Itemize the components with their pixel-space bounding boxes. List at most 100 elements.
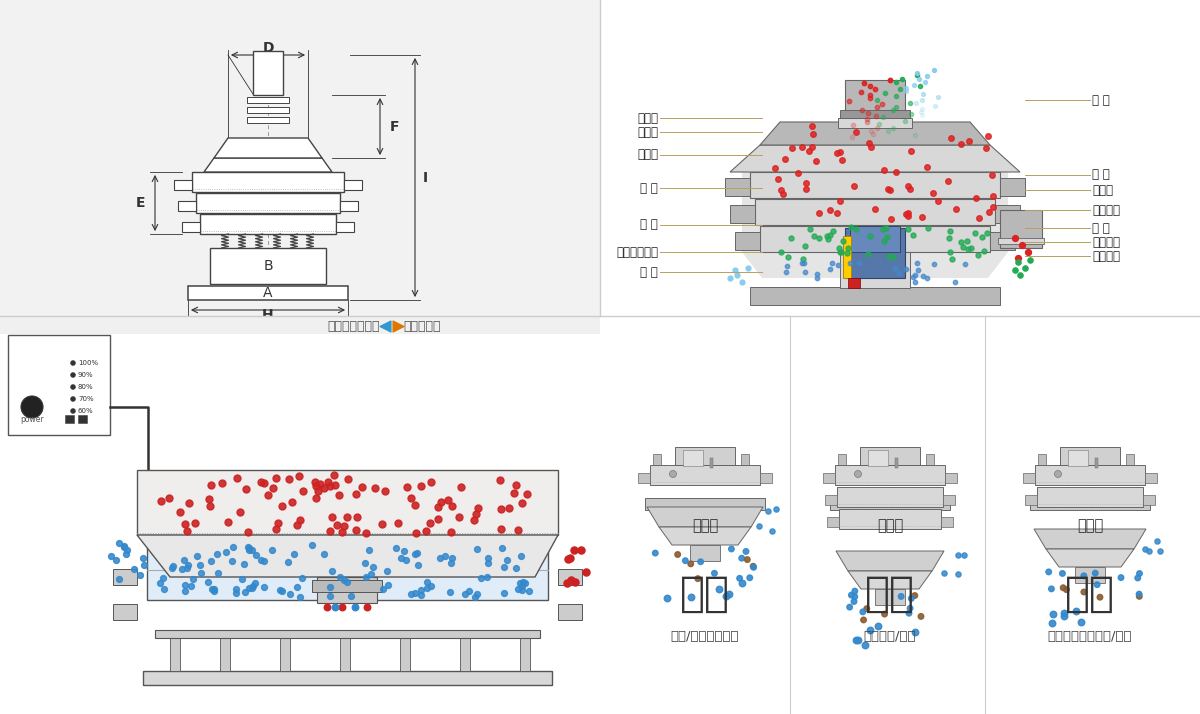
Text: H: H [262, 308, 274, 322]
Bar [750, 172, 1000, 198]
Point [326, 479, 346, 491]
Point [823, 226, 842, 237]
Point [793, 253, 812, 264]
Point [1086, 568, 1105, 579]
Point [918, 222, 937, 233]
Bar [1022, 473, 1034, 483]
Point [234, 558, 253, 570]
Text: 下部重锤: 下部重锤 [1092, 249, 1120, 263]
Point [514, 577, 533, 588]
Point [154, 573, 173, 584]
Point [290, 592, 310, 603]
Point [808, 272, 827, 283]
Bar [558, 569, 582, 585]
Point [737, 545, 756, 557]
Point [778, 261, 797, 272]
Text: 机 座: 机 座 [641, 266, 658, 278]
Bar [113, 569, 137, 585]
Text: 三层式: 三层式 [877, 518, 904, 533]
Point [467, 543, 486, 555]
Bar [995, 205, 1020, 223]
Bar [78, 415, 88, 423]
Bar [1000, 210, 1042, 248]
Point [854, 614, 874, 625]
Point [1019, 246, 1038, 258]
Point [908, 265, 928, 276]
Bar [674, 447, 734, 465]
Point [658, 593, 677, 604]
Point [948, 549, 967, 560]
Bar [1034, 465, 1145, 485]
Point [472, 573, 491, 584]
Point [270, 585, 289, 596]
Point [162, 563, 181, 574]
Bar [1030, 498, 1150, 510]
Polygon shape [647, 507, 763, 527]
Point [440, 585, 460, 597]
Point [376, 321, 395, 332]
Bar [148, 540, 548, 600]
Point [900, 603, 919, 614]
Point [898, 210, 917, 221]
Point [775, 154, 794, 165]
Bar [839, 509, 941, 529]
Point [320, 590, 340, 602]
Point [175, 519, 194, 531]
Polygon shape [848, 571, 932, 589]
Point [1130, 568, 1150, 579]
Point [254, 581, 274, 593]
Point [335, 575, 354, 586]
Point [202, 479, 221, 491]
Text: 90%: 90% [78, 372, 94, 378]
Point [938, 176, 958, 187]
Point [911, 610, 930, 622]
Point [682, 591, 701, 603]
Bar [990, 232, 1015, 250]
Point [860, 625, 880, 636]
Point [911, 106, 930, 118]
Point [797, 183, 816, 195]
Point [984, 191, 1003, 202]
Bar [65, 415, 74, 423]
Point [151, 496, 170, 507]
Point [246, 549, 265, 560]
Point [1054, 582, 1073, 593]
Point [283, 496, 302, 508]
Bar [850, 226, 900, 252]
Point [887, 90, 906, 101]
Point [955, 258, 974, 270]
Point [406, 587, 425, 598]
Point [202, 583, 221, 595]
Point [874, 223, 893, 235]
Point [205, 585, 224, 597]
Point [178, 525, 197, 536]
Text: 除杂: 除杂 [1066, 573, 1115, 615]
Point [512, 580, 532, 592]
Point [306, 492, 325, 503]
Bar [0, 0, 600, 316]
Point [738, 554, 757, 565]
Point [906, 276, 925, 287]
Point [845, 591, 864, 603]
Point [918, 273, 937, 284]
Point [236, 483, 256, 495]
Point [1067, 605, 1086, 617]
Point [418, 576, 437, 588]
Point [452, 481, 472, 493]
Bar [710, 458, 713, 468]
Point [840, 601, 859, 613]
Point [796, 266, 815, 278]
Point [325, 601, 344, 613]
Bar [558, 604, 582, 620]
Point [870, 119, 889, 130]
Point [952, 138, 971, 149]
Point [781, 232, 800, 243]
Bar [750, 287, 1000, 305]
Point [929, 91, 948, 103]
Point [466, 592, 485, 603]
Point [899, 181, 918, 192]
Point [175, 579, 194, 590]
Point [202, 555, 221, 567]
Point [306, 481, 325, 492]
Point [869, 620, 888, 632]
